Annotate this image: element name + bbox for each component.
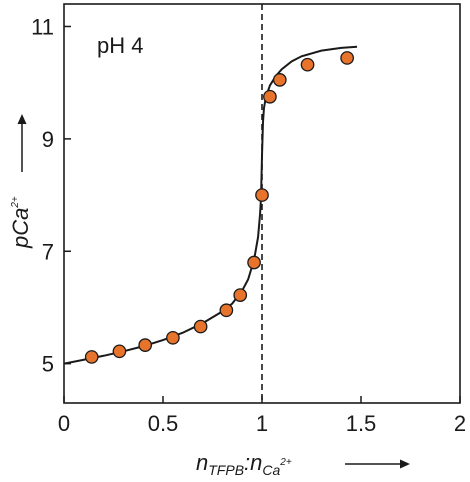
fit-curve-layer <box>64 45 358 365</box>
y-tick-label-1: 7 <box>42 239 54 264</box>
x-tick-label-4: 2 <box>454 411 466 436</box>
x-axis-label-sup2: 2+ <box>279 457 292 468</box>
y-axis-label: pCa2+ <box>8 196 33 249</box>
ph-annotation: pH 4 <box>97 33 143 58</box>
data-point-12 <box>340 51 354 65</box>
data-point-9 <box>263 89 277 104</box>
data-points-layer <box>84 51 354 364</box>
x-axis-label-sub2: Ca <box>262 462 280 478</box>
y-axis-arrow <box>17 114 27 172</box>
fit-curve <box>64 45 358 365</box>
y-tick-label-2: 9 <box>42 127 54 152</box>
x-tick-label-1: 0.5 <box>148 411 179 436</box>
data-point-7 <box>247 255 261 270</box>
x-tick-label-2: 1 <box>256 411 268 436</box>
data-point-8 <box>255 188 269 202</box>
x-ticks: 0 0.5 1 1.5 2 <box>58 396 466 436</box>
x-tick-label-3: 1.5 <box>346 411 377 436</box>
data-point-6 <box>233 288 248 302</box>
x-axis-label-sep: :n <box>244 450 262 475</box>
y-axis-label-sup: 2+ <box>10 196 21 209</box>
data-point-11 <box>300 57 315 72</box>
y-tick-label-0: 5 <box>42 352 54 377</box>
plot-frame <box>63 3 461 404</box>
data-point-0 <box>84 350 99 364</box>
data-point-2 <box>138 338 153 352</box>
y-tick-label-3: 11 <box>31 14 54 39</box>
data-point-4 <box>193 319 208 334</box>
x-axis-label-main: n <box>196 450 208 475</box>
data-point-1 <box>112 344 127 359</box>
data-point-5 <box>219 303 234 318</box>
y-ticks: 5 7 9 11 <box>31 14 71 377</box>
x-axis-label-sub1: TFPB <box>208 462 244 478</box>
data-point-10 <box>272 73 287 87</box>
x-axis-label: nTFPB:nCa2+ <box>196 450 292 478</box>
data-point-3 <box>166 330 180 345</box>
x-axis-arrow <box>345 459 410 469</box>
y-axis-label-main: pCa <box>8 208 33 249</box>
x-tick-label-0: 0 <box>58 411 70 436</box>
y-axis-label-group: pCa2+ <box>8 196 33 249</box>
